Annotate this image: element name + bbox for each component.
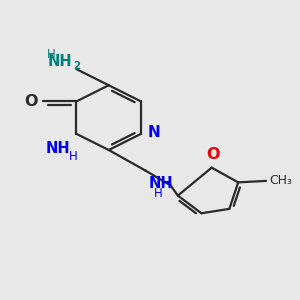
Text: NH: NH (48, 54, 73, 69)
Text: NH: NH (45, 141, 70, 156)
Text: H: H (154, 187, 162, 200)
Text: H: H (69, 150, 78, 163)
Text: H: H (47, 48, 56, 61)
Text: NH: NH (148, 176, 173, 191)
Text: O: O (25, 94, 38, 109)
Text: CH₃: CH₃ (269, 174, 292, 188)
Text: N: N (148, 125, 160, 140)
Text: O: O (206, 147, 220, 162)
Text: 2: 2 (74, 61, 80, 71)
